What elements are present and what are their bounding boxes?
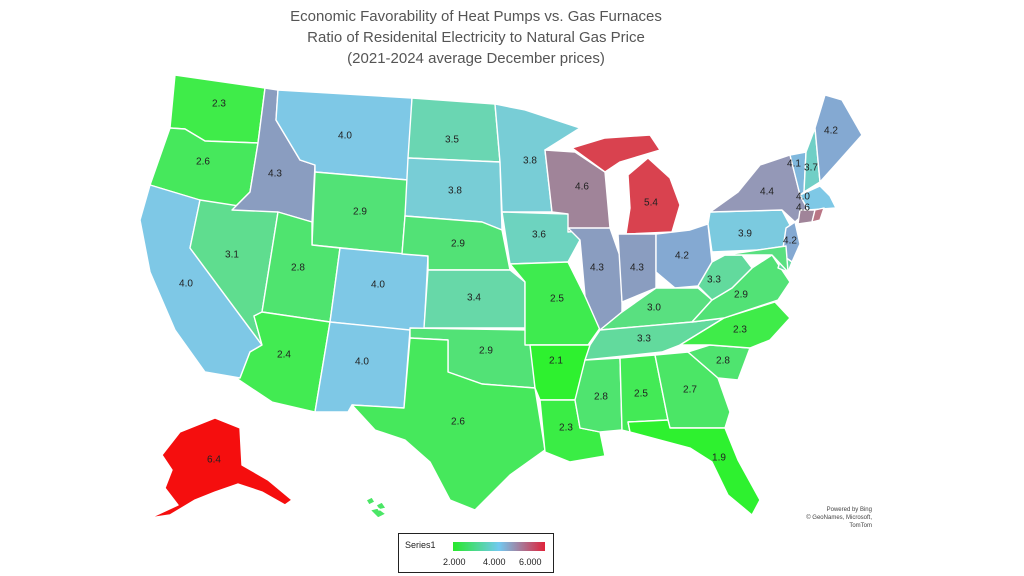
value-label-ok: 2.9 (479, 346, 493, 357)
value-label-wv: 3.3 (707, 275, 721, 286)
value-label-me: 4.2 (824, 126, 838, 137)
value-label-co: 4.0 (371, 280, 385, 291)
legend-gradient-bar (453, 542, 545, 551)
map-credits: Powered by Bing © GeoNames, Microsoft, T… (800, 506, 872, 530)
value-label-ms: 2.8 (594, 392, 608, 403)
state-north-dakota[interactable] (407, 97, 501, 163)
value-label-va: 2.9 (734, 290, 748, 301)
value-label-ga: 2.7 (683, 385, 697, 396)
legend-tick-6000: 6.000 (519, 557, 542, 567)
color-legend: Series1 2.000 4.000 6.000 (398, 533, 554, 573)
title-line-3: (2021-2024 average December prices) (347, 50, 605, 67)
value-label-pa: 3.9 (738, 229, 752, 240)
value-label-ma: 4.0 (796, 192, 810, 203)
copyright-text: © GeoNames, Microsoft, TomTom (806, 515, 872, 529)
value-label-oh: 4.2 (675, 251, 689, 262)
legend-title: Series1 (405, 540, 436, 550)
powered-by-text: Powered by Bing (826, 507, 872, 513)
title-line-2: Ratio of Residenital Electricity to Natu… (307, 29, 645, 46)
value-label-ne: 2.9 (451, 239, 465, 250)
state-maine[interactable] (814, 94, 863, 183)
value-label-in: 4.3 (630, 263, 644, 274)
value-label-id: 4.3 (268, 169, 282, 180)
state-south-carolina[interactable] (687, 344, 751, 381)
value-label-ky: 3.0 (647, 303, 661, 314)
state-florida[interactable] (627, 419, 761, 516)
value-label-mo: 2.5 (550, 294, 564, 305)
state-hawaii[interactable] (365, 496, 387, 519)
state-west-virginia[interactable] (697, 254, 753, 301)
value-label-ks: 3.4 (467, 293, 481, 304)
value-label-nv: 3.1 (225, 250, 239, 261)
value-label-tx: 2.6 (451, 417, 465, 428)
value-label-ak: 6.4 (207, 455, 221, 466)
state-michigan[interactable] (571, 134, 681, 235)
state-missouri[interactable] (509, 261, 601, 346)
state-massachusetts[interactable] (799, 185, 837, 211)
value-label-tn: 3.3 (637, 334, 651, 345)
value-label-ia: 3.6 (532, 230, 546, 241)
value-label-nm: 4.0 (355, 357, 369, 368)
legend-tick-2000: 2.000 (443, 557, 466, 567)
state-iowa[interactable] (501, 211, 581, 265)
value-label-nj: 4.2 (783, 236, 797, 247)
value-label-ny: 4.4 (760, 187, 774, 198)
value-label-ca: 4.0 (179, 279, 193, 290)
state-alaska[interactable] (149, 417, 293, 519)
value-label-az: 2.4 (277, 350, 291, 361)
title-line-1: Economic Favorability of Heat Pumps vs. … (290, 8, 662, 25)
value-label-wi: 4.6 (575, 182, 589, 193)
chart-title: Economic Favorability of Heat Pumps vs. … (0, 6, 952, 69)
value-label-nd: 3.5 (445, 135, 459, 146)
value-label-or: 2.6 (196, 157, 210, 168)
value-label-il: 4.3 (590, 263, 604, 274)
value-label-sc: 2.8 (716, 356, 730, 367)
legend-tick-4000: 4.000 (483, 557, 506, 567)
value-label-fl: 1.9 (712, 453, 726, 464)
value-label-mi: 5.4 (644, 198, 658, 209)
value-label-ut: 2.8 (291, 263, 305, 274)
state-rhode-island[interactable] (811, 207, 825, 223)
state-texas[interactable] (351, 337, 546, 511)
value-label-vt: 4.1 (787, 159, 801, 170)
value-label-wy: 2.9 (353, 207, 367, 218)
value-label-mt: 4.0 (338, 131, 352, 142)
state-maryland[interactable] (724, 245, 789, 273)
value-label-nh: 3.7 (804, 163, 818, 174)
value-label-nc: 2.3 (733, 325, 747, 336)
value-label-sd: 3.8 (448, 186, 462, 197)
value-label-mn: 3.8 (523, 156, 537, 167)
value-label-ar: 2.1 (549, 356, 563, 367)
value-label-al: 2.5 (634, 389, 648, 400)
value-label-wa: 2.3 (212, 99, 226, 110)
value-label-ct: 4.6 (796, 203, 810, 214)
value-label-la: 2.3 (559, 423, 573, 434)
